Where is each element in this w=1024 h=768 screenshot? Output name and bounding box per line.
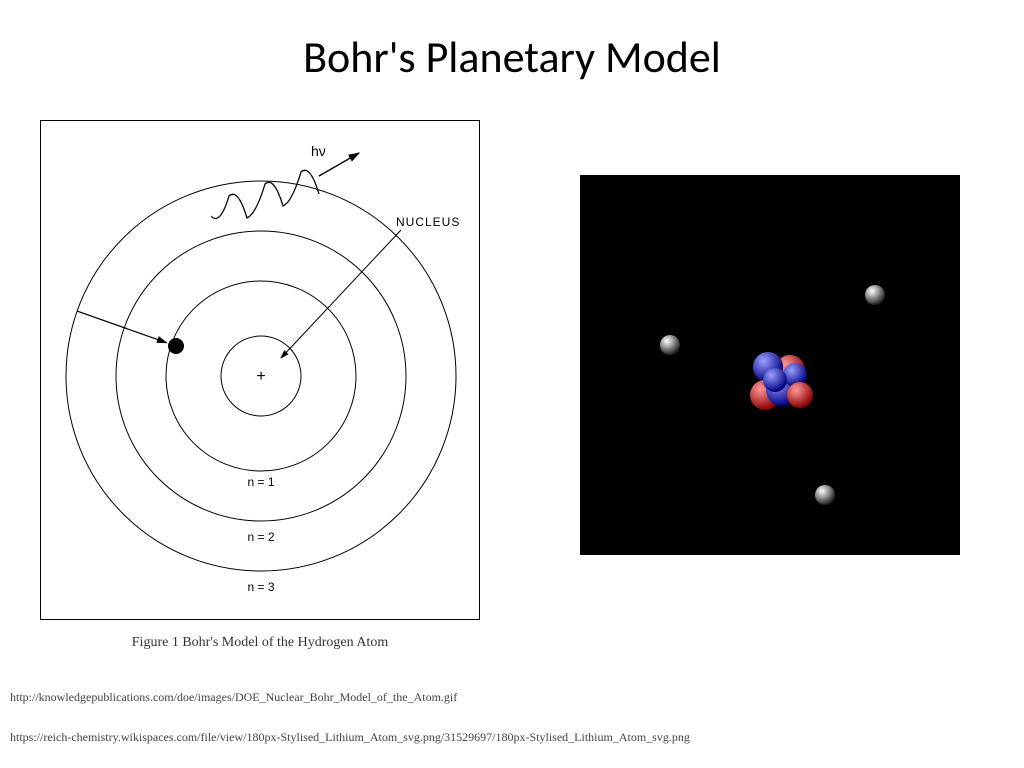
bohr-hydrogen-diagram: n = 1 n = 2 n = 3 + hν NUCLEUS [40, 120, 480, 620]
svg-text:+: + [256, 368, 265, 385]
svg-text:n = 1: n = 1 [247, 475, 274, 489]
figure-caption: Figure 1 Bohr's Model of the Hydrogen At… [40, 635, 480, 651]
svg-text:n = 2: n = 2 [247, 530, 274, 544]
source-url-2: https://reich-chemistry.wikispaces.com/f… [10, 730, 690, 745]
svg-text:NUCLEUS: NUCLEUS [396, 215, 460, 229]
lithium-atom-diagram [580, 175, 960, 555]
source-url-1: http://knowledgepublications.com/doe/ima… [10, 690, 457, 705]
svg-text:n = 3: n = 3 [247, 580, 274, 594]
page-title: Bohr's Planetary Model [0, 30, 1024, 84]
svg-text:hν: hν [311, 143, 326, 159]
